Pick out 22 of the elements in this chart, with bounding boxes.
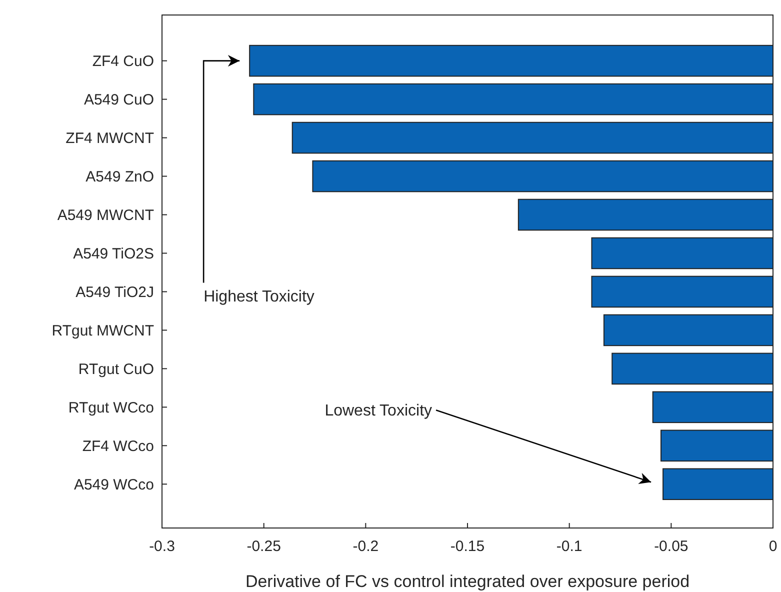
y-tick-label: ZF4 MWCNT xyxy=(66,130,154,148)
y-tick-label: A549 TiO2S xyxy=(73,245,154,262)
x-axis-title: Derivative of FC vs control integrated over exposure period xyxy=(245,572,690,591)
y-tick-label: A549 MWCNT xyxy=(57,206,154,224)
x-tick-label: -0.2 xyxy=(352,538,379,555)
y-tick-label: ZF4 CuO xyxy=(92,53,154,70)
x-tick-label: -0.05 xyxy=(654,538,688,555)
y-tick-label: ZF4 WCco xyxy=(82,438,154,455)
y-tick-label: RTgut WCco xyxy=(68,399,154,416)
x-tick-label: -0.25 xyxy=(246,538,281,555)
annotation: Highest Toxicity xyxy=(204,288,314,306)
y-tick-label: A549 TiO2J xyxy=(76,284,154,301)
y-tick-label: A549 WCco xyxy=(74,476,154,494)
x-tick-label: 0 xyxy=(768,538,778,555)
annotation: Lowest Toxicity xyxy=(324,402,432,420)
x-tick-label: -0.1 xyxy=(556,538,582,555)
y-tick-label: A549 CuO xyxy=(84,92,154,109)
y-tick-label: A549 ZnO xyxy=(86,168,154,186)
x-tick-label: -0.15 xyxy=(450,538,485,555)
x-tick-label: -0.3 xyxy=(149,538,175,555)
y-tick-label: RTgut CuO xyxy=(78,360,154,378)
y-tick-label: RTgut MWCNT xyxy=(52,322,154,340)
